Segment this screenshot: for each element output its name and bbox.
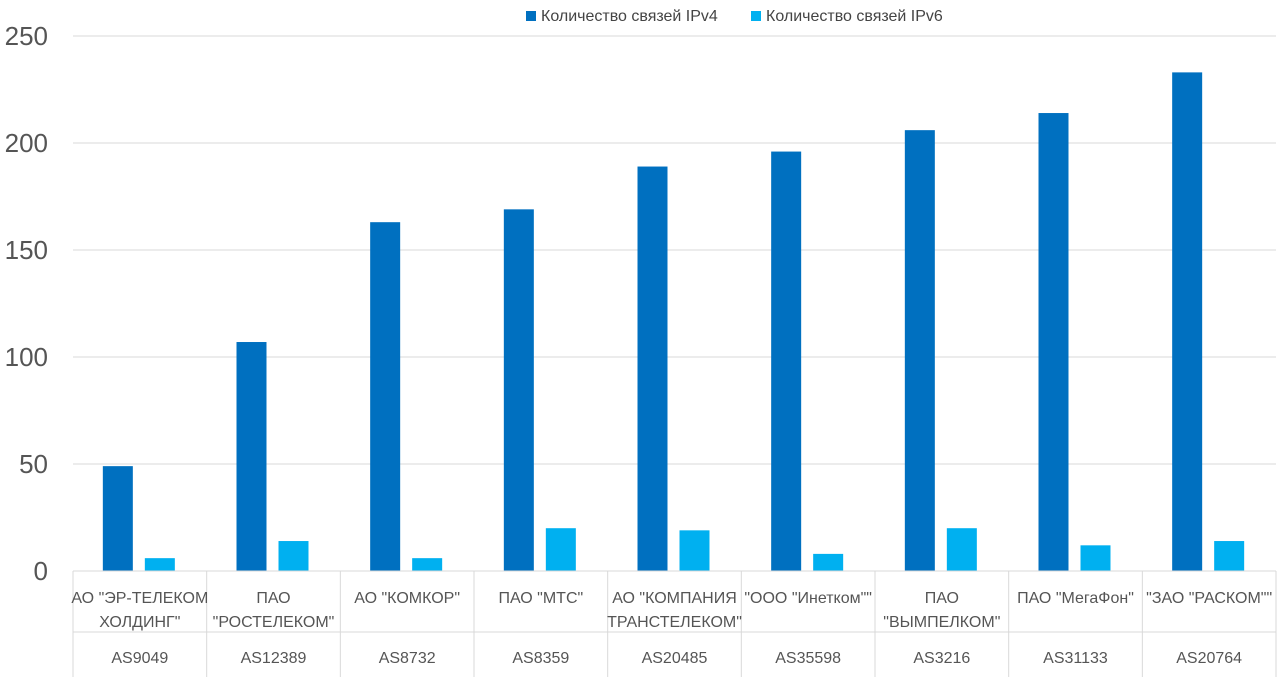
bar-ipv6: [412, 558, 443, 571]
y-tick-label: 0: [34, 556, 48, 586]
y-tick-label: 100: [5, 342, 48, 372]
y-tick-label: 150: [5, 235, 48, 265]
bar-ipv4: [1038, 113, 1069, 571]
bars: [102, 72, 1245, 572]
legend-item-ipv6: Количество связей IPv6: [751, 8, 943, 25]
legend-item-ipv4: Количество связей IPv4: [526, 8, 718, 25]
category-label: ПАО "МегаФон": [1017, 590, 1134, 607]
bar-ipv6: [946, 528, 977, 571]
category-label: ХОЛДИНГ": [99, 614, 180, 631]
category-label: ТРАНСТЕЛЕКОМ": [607, 614, 742, 631]
legend-label: Количество связей IPv6: [766, 8, 943, 25]
category-label: АО "ЭР-ТЕЛЕКОМ: [71, 590, 208, 607]
bar-ipv4: [102, 466, 133, 571]
category-label: ПАО: [256, 590, 290, 607]
category-label: "РОСТЕЛЕКОМ": [213, 614, 335, 631]
legend: Количество связей IPv4 Количество связей …: [526, 8, 943, 25]
legend-label: Количество связей IPv4: [541, 8, 718, 25]
y-tick-label: 50: [19, 449, 48, 479]
as-number-label: AS8359: [512, 650, 569, 667]
bar-ipv4: [904, 130, 935, 571]
bar-ipv6: [1214, 541, 1245, 571]
y-axis: 0 50 100 150 200 250: [5, 21, 48, 586]
bar-ipv6: [144, 558, 175, 571]
bar-ipv6: [278, 541, 309, 571]
as-number-label: AS35598: [775, 650, 841, 667]
as-number-label: AS3216: [913, 650, 970, 667]
as-number-label: AS20764: [1176, 650, 1242, 667]
category-label: АО "КОМПАНИЯ: [612, 590, 737, 607]
category-label: "ВЫМПЕЛКОМ": [883, 614, 1000, 631]
bar-ipv4: [370, 222, 401, 571]
legend-swatch: [526, 11, 536, 21]
category-label: ПАО "МТС": [498, 590, 583, 607]
as-number-label: AS9049: [111, 650, 168, 667]
bar-ipv4: [771, 151, 802, 571]
bar-ipv6: [813, 553, 844, 571]
as-number-label: AS8732: [379, 650, 436, 667]
bar-ipv6: [545, 528, 576, 571]
x-axis: АО "ЭР-ТЕЛЕКОМ ХОЛДИНГ" AS9049 ПАО "РОСТЕЛЕК…: [71, 570, 1277, 677]
as-number-label: AS31133: [1043, 650, 1108, 667]
category-label: "ЗАО "РАСКОМ"": [1146, 590, 1272, 607]
bar-ipv6: [1080, 545, 1111, 571]
bar-ipv4: [1172, 72, 1203, 571]
bar-ipv6: [679, 530, 710, 571]
bar-ipv4: [503, 209, 534, 571]
as-number-label: AS20485: [642, 650, 708, 667]
bar-ipv4: [637, 166, 668, 572]
category-label: АО "КОМКОР": [354, 590, 460, 607]
category-label: ПАО: [925, 590, 959, 607]
as-number-label: AS12389: [241, 650, 307, 667]
category-label: "ООО "Инетком"": [744, 590, 872, 607]
y-tick-label: 250: [5, 21, 48, 51]
bar-ipv4: [236, 342, 267, 571]
y-tick-label: 200: [5, 128, 48, 158]
legend-swatch: [751, 11, 761, 21]
